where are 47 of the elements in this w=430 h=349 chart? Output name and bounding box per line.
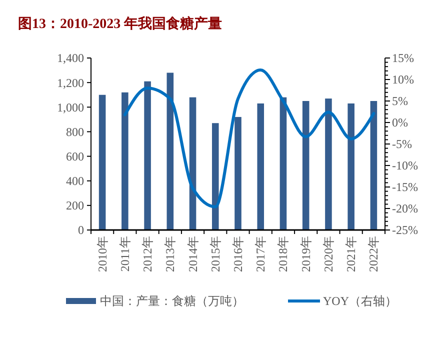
y2-tick-label: 10% bbox=[392, 72, 414, 87]
x-tick-label: 2017年 bbox=[254, 236, 268, 272]
x-tick-label: 2016年 bbox=[231, 236, 245, 272]
y2-tick-label: -15% bbox=[392, 180, 418, 194]
x-tick-label: 2010年 bbox=[95, 236, 110, 272]
bar bbox=[325, 98, 332, 230]
x-tick-label: 2020年 bbox=[321, 236, 336, 272]
chart-title: 图13：2010-2023 年我国食糖产量 bbox=[18, 15, 222, 32]
y-tick-label: 200 bbox=[66, 198, 84, 213]
y2-tick-label: -10% bbox=[392, 158, 418, 173]
x-tick-label: 2021年 bbox=[344, 236, 358, 272]
y-tick-label: 1,400 bbox=[57, 51, 84, 66]
x-tick-label: 2011年 bbox=[118, 236, 132, 272]
y-tick-label: 600 bbox=[66, 149, 84, 164]
bar bbox=[348, 103, 354, 230]
y2-tick-label: -5% bbox=[392, 137, 412, 152]
y-tick-label: 1,000 bbox=[57, 100, 84, 114]
x-tick-label: 2014年 bbox=[186, 236, 200, 272]
legend-label: 中国：产量：食糖（万吨） bbox=[100, 294, 244, 308]
x-tick-label: 2015年 bbox=[208, 236, 222, 272]
bar bbox=[166, 72, 174, 230]
y-tick-label: 400 bbox=[66, 174, 84, 188]
line-series bbox=[123, 68, 376, 208]
bar bbox=[212, 123, 219, 230]
y2-tick-label: 5% bbox=[392, 94, 408, 108]
legend-label: YOY（右轴） bbox=[323, 294, 397, 308]
y-tick-label: 1,200 bbox=[57, 76, 84, 90]
y-tick-label: 800 bbox=[66, 124, 84, 139]
bar bbox=[234, 116, 242, 230]
bar bbox=[280, 97, 287, 230]
bar bbox=[370, 101, 378, 230]
bar bbox=[302, 101, 310, 230]
x-tick-label: 2022年 bbox=[366, 236, 381, 272]
bar bbox=[98, 94, 106, 230]
y2-tick-label: 0% bbox=[392, 116, 408, 130]
y2-tick-label: -25% bbox=[392, 223, 418, 238]
bar bbox=[189, 97, 196, 230]
y2-tick-label: -20% bbox=[392, 202, 418, 216]
x-tick-label: 2013年 bbox=[163, 236, 178, 272]
bar bbox=[122, 92, 128, 230]
bar bbox=[144, 81, 151, 230]
x-tick-label: 2019年 bbox=[298, 236, 313, 272]
x-tick-label: 2018年 bbox=[276, 236, 290, 272]
y-tick-label: 0 bbox=[78, 223, 84, 238]
bar bbox=[257, 103, 264, 230]
x-tick-label: 2012年 bbox=[140, 236, 155, 272]
y2-tick-label: 15% bbox=[392, 51, 414, 66]
